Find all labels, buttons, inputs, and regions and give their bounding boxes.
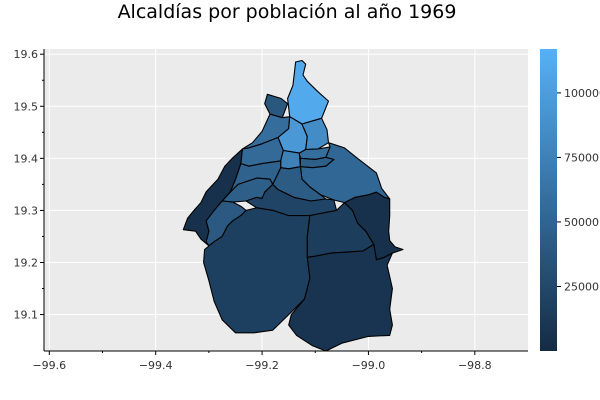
region-20 <box>288 243 393 352</box>
region-1 <box>287 59 330 125</box>
x-tick-label: −99.2 <box>245 359 279 372</box>
y-tick-label: 19.6 <box>14 48 39 61</box>
colorbar-tick-label: 75000 <box>564 151 599 164</box>
y-axis: 19.1 19.2 19.3 19.4 19.5 19.6 <box>14 48 45 351</box>
map-regions <box>182 59 404 352</box>
x-tick-label: −98.8 <box>458 359 492 372</box>
y-tick-label: 19.2 <box>14 256 39 269</box>
chart-title: Alcaldías por población al año 1969 <box>118 1 457 23</box>
colorbar-tick-label: 25000 <box>564 280 599 293</box>
region-10 <box>299 142 391 204</box>
colorbar-tick-label: 50000 <box>564 216 599 229</box>
x-tick-label: −99.0 <box>352 359 386 372</box>
y-tick-label: 19.3 <box>14 204 39 217</box>
x-tick-label: −99.4 <box>139 359 173 372</box>
x-axis: −99.6 −99.4 −99.2 −99.0 −98.8 <box>32 350 528 372</box>
region-7 <box>280 149 301 170</box>
y-tick-label: 19.1 <box>14 309 39 322</box>
y-tick-label: 19.4 <box>14 152 39 165</box>
region-19 <box>343 191 404 261</box>
x-tick-label: −99.6 <box>32 359 66 372</box>
colorbar-tick-label: 100000 <box>564 87 600 100</box>
colorbar-ticks: 25000 50000 75000 100000 <box>557 87 600 293</box>
y-tick-label: 19.5 <box>14 100 39 113</box>
region-5 <box>301 117 330 151</box>
colorbar <box>540 49 557 351</box>
